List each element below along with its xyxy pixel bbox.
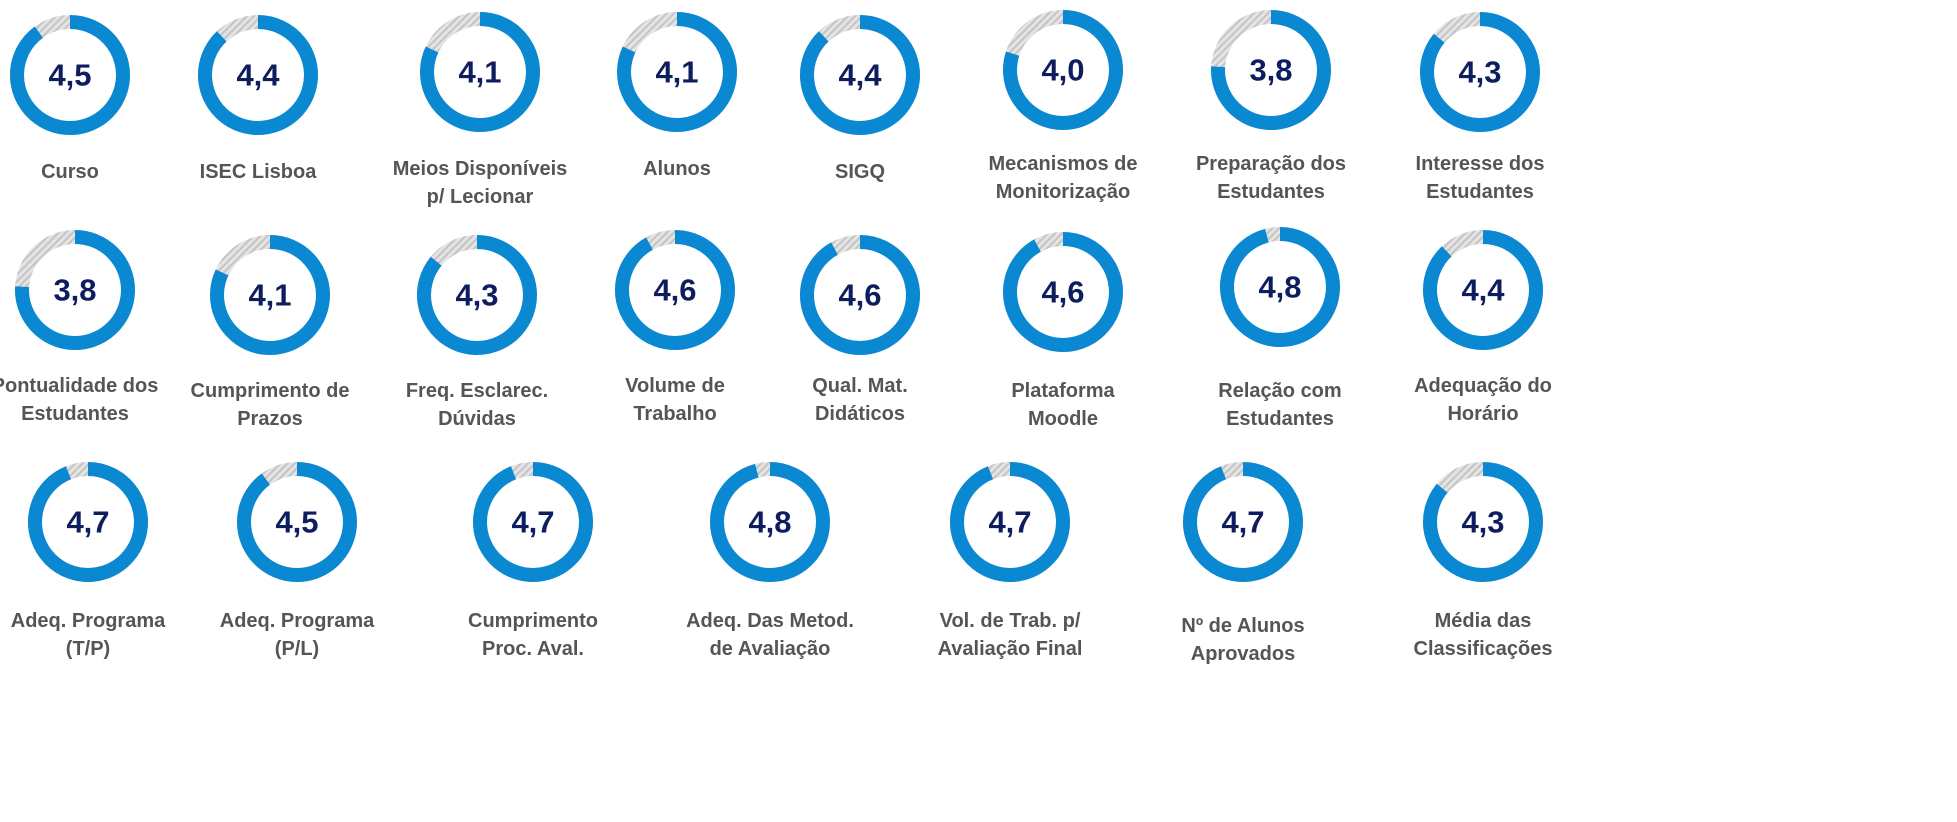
- gauge-value: 4,1: [248, 278, 291, 313]
- gauge-label: Meios Disponíveis p/ Lecionar: [392, 158, 568, 208]
- gauge-value: 4,0: [1041, 53, 1084, 88]
- gauge-arc: [473, 462, 593, 582]
- gauge-value: 4,8: [748, 505, 791, 540]
- gauge-label: Pontualidade dos Estudantes: [0, 375, 159, 425]
- gauge-arc: [15, 230, 135, 350]
- gauge-arc: [28, 462, 148, 582]
- gauge-arc: [1423, 230, 1543, 350]
- gauge-label: Cumprimento de Prazos: [190, 380, 350, 430]
- gauge-arc: [1183, 462, 1303, 582]
- gauge-arc: [950, 462, 1070, 582]
- gauge-value: 4,7: [66, 505, 109, 540]
- gauge-value: 4,6: [1041, 275, 1084, 310]
- gauge-value: 4,4: [1461, 273, 1505, 308]
- gauge-arc: [615, 230, 735, 350]
- gauge-label: Adequação do Horário: [1414, 375, 1552, 425]
- gauge-arc: [417, 235, 537, 355]
- gauge-value: 4,6: [838, 278, 881, 313]
- gauge-label: Relação com Estudantes: [1218, 380, 1342, 430]
- gauge-arc: [710, 462, 830, 582]
- gauge-label: Vol. de Trab. p/ Avaliação Final: [937, 610, 1083, 660]
- gauge-label: Curso: [41, 161, 99, 183]
- gauge-label: Cumprimento Proc. Aval.: [468, 610, 598, 660]
- gauge-label: Adeq. Programa (T/P): [10, 610, 166, 660]
- gauge-value: 4,1: [458, 55, 501, 90]
- gauge-arc: [198, 15, 318, 135]
- gauge-value: 4,5: [275, 505, 318, 540]
- gauge-arc: [1220, 227, 1340, 347]
- gauge-value: 4,5: [48, 58, 91, 93]
- gauge-value: 4,8: [1258, 270, 1301, 305]
- gauge-arc: [1420, 12, 1540, 132]
- gauge-arc: [1003, 232, 1123, 352]
- gauge-arc: [237, 462, 357, 582]
- gauge-value: 4,7: [511, 505, 554, 540]
- gauge-value: 4,6: [653, 273, 696, 308]
- gauge-label: Alunos: [643, 158, 711, 180]
- gauge-arc: [1003, 10, 1123, 130]
- gauge-label: ISEC Lisboa: [199, 161, 317, 183]
- gauge-arc: [1423, 462, 1543, 582]
- gauge-value: 4,3: [455, 278, 498, 313]
- gauge-label: Freq. Esclarec. Dúvidas: [405, 380, 549, 430]
- gauge-value: 4,4: [838, 58, 882, 93]
- gauge-value: 3,8: [53, 273, 96, 308]
- gauge-value: 4,4: [236, 58, 280, 93]
- gauge-label: Média das Classificações: [1413, 610, 1553, 660]
- gauge-label: Adeq. Programa (P/L): [219, 610, 375, 660]
- gauge-arc: [1211, 10, 1331, 130]
- gauge-value: 4,3: [1458, 55, 1501, 90]
- gauge-value: 4,3: [1461, 505, 1504, 540]
- gauge-label: Qual. Mat. Didáticos: [812, 375, 908, 425]
- gauge-label: Plataforma Moodle: [1011, 380, 1115, 430]
- gauge-label: Adeq. Das Metod. de Avaliação: [686, 610, 854, 660]
- gauge-value: 4,7: [1221, 505, 1264, 540]
- gauge-label: SIGQ: [834, 161, 885, 183]
- gauge-label: Volume de Trabalho: [625, 375, 725, 425]
- gauge-label: Mecanismos de Monitorização: [988, 153, 1138, 203]
- gauge-label: Preparação dos Estudantes: [1195, 153, 1347, 203]
- gauge-arc: [420, 12, 540, 132]
- gauge-arc: [800, 235, 920, 355]
- gauge-arc: [210, 235, 330, 355]
- gauge-value: 3,8: [1249, 53, 1292, 88]
- gauge-value: 4,7: [988, 505, 1031, 540]
- gauge-arc: [10, 15, 130, 135]
- gauge-value: 4,1: [655, 55, 698, 90]
- gauge-label: Nº de Alunos Aprovados: [1181, 615, 1305, 665]
- gauge-label: Interesse dos Estudantes: [1415, 153, 1545, 203]
- gauge-arc: [800, 15, 920, 135]
- gauge-arc: [617, 12, 737, 132]
